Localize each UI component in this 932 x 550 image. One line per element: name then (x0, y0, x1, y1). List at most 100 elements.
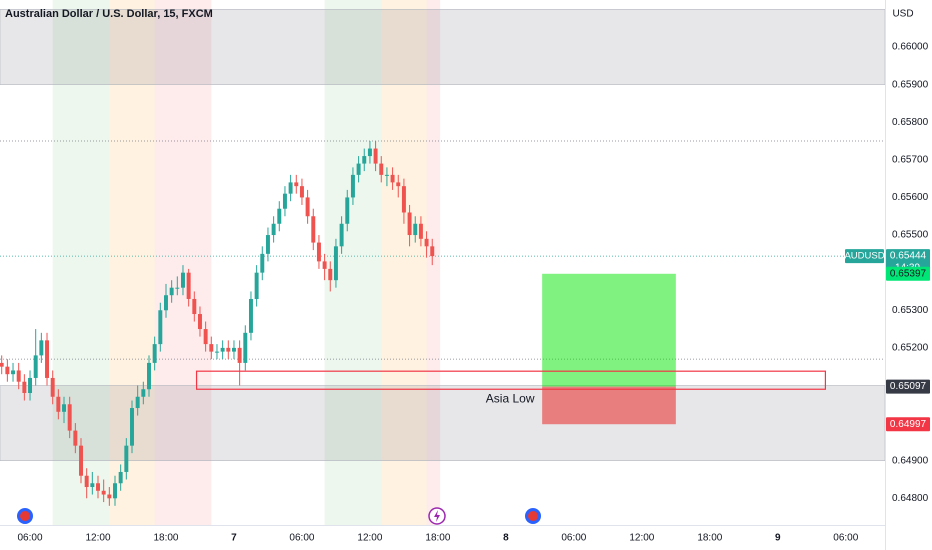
symbol-label: AUDUSD (844, 251, 884, 262)
x-tick-label: 06:00 (561, 533, 586, 544)
target-zone (542, 273, 676, 387)
candle-body (56, 396, 61, 412)
candle-body (152, 344, 157, 363)
x-tick-label: 9 (775, 533, 781, 544)
candle-body (90, 483, 95, 488)
candle-body (424, 238, 429, 247)
candle-body (339, 223, 344, 247)
candle-body (407, 212, 412, 236)
price-badge-label: 0.64997 (890, 419, 927, 430)
candle-body (113, 483, 117, 499)
x-tick-label: 12:00 (85, 533, 110, 544)
candle-body (333, 246, 338, 281)
annotation: Asia Low (486, 391, 535, 405)
candle-body (265, 235, 270, 254)
candle-body (345, 197, 350, 224)
candle-body (226, 347, 231, 352)
y-tick-label: 0.65600 (892, 192, 929, 203)
candle-body (107, 494, 112, 499)
candle-body (413, 223, 418, 236)
event-icon (17, 507, 541, 525)
candle-body (22, 381, 27, 393)
candle-body (130, 408, 134, 446)
price-badge-label: 0.65397 (890, 268, 927, 279)
price-badge-label: 0.65097 (890, 381, 927, 392)
stop-zone (542, 386, 676, 425)
candle-body (5, 366, 10, 375)
y-tick-label: 0.65900 (892, 79, 929, 90)
candle-body (203, 329, 208, 345)
candle-body (288, 182, 293, 194)
x-tick-label: 7 (231, 533, 237, 544)
candle-body (11, 370, 16, 375)
candle-body (141, 389, 146, 397)
candle-body (169, 287, 174, 296)
currency: USD (892, 9, 913, 20)
x-tick-label: 18:00 (153, 533, 178, 544)
candle-body (39, 340, 44, 356)
candle-body (214, 351, 219, 353)
candle-body (124, 445, 129, 472)
y-tick-label: 0.65500 (892, 230, 929, 241)
x-tick-label: 06:00 (18, 533, 43, 544)
candle-body (118, 471, 123, 484)
candle-body (248, 298, 253, 333)
candle-body (197, 314, 202, 330)
candle-body (135, 396, 140, 409)
candle-body (50, 377, 55, 397)
candle-body (356, 163, 361, 175)
x-tick-label: 06:00 (289, 533, 314, 544)
candle-body (282, 193, 287, 209)
session-band (154, 0, 212, 525)
y-tick-label: 0.65800 (892, 117, 929, 128)
price-badge (886, 417, 930, 432)
candle-body (379, 163, 384, 175)
y-tick-label: 0.65200 (892, 343, 929, 354)
candle-body (175, 287, 180, 289)
candle-body (277, 208, 282, 224)
layer: 0.64800 0.64900 0.65200 0.65300 0.65500 0.656… (18, 42, 930, 544)
price-badge-label: 0.65444 (890, 251, 927, 262)
candle-body (311, 216, 316, 243)
candle-body (209, 344, 214, 352)
candle-body (62, 404, 66, 412)
x-tick-label: 12:00 (357, 533, 382, 544)
candle-body (254, 272, 259, 299)
price-badge (886, 266, 930, 281)
candle-body (192, 298, 197, 315)
candle-body (101, 490, 106, 495)
candle-body (16, 370, 21, 382)
candle-body (84, 475, 89, 488)
candle-body (316, 242, 321, 262)
symbol-badge (845, 249, 884, 264)
x-tick-label: 06:00 (833, 533, 858, 544)
y-tick-label: 0.65300 (892, 305, 929, 316)
x-tick-label: 12:00 (629, 533, 654, 544)
candle-body (231, 347, 236, 352)
candle-body (396, 182, 401, 187)
zone (0, 9, 886, 85)
session-band (381, 0, 427, 525)
y-tick-label: 0.66000 (892, 42, 929, 53)
candle-body (350, 174, 355, 198)
y-tick-label: 0.64900 (892, 455, 929, 466)
candle-body (186, 272, 191, 299)
x-tick-label: 8 (503, 533, 509, 544)
candle-body (373, 148, 378, 164)
price-badge (886, 379, 930, 394)
candle-body (430, 246, 435, 257)
candle-body (305, 197, 310, 217)
candle-body (67, 404, 72, 431)
layer (0, 141, 435, 506)
candle-body (180, 272, 185, 288)
candle-body (79, 445, 83, 476)
candle-body (220, 347, 225, 352)
candle-body (322, 261, 327, 269)
x-tick-label: 18:00 (425, 533, 450, 544)
candle-body (0, 362, 4, 367)
chart-title: Australian Dollar / U.S. Dollar, 15, FXC… (5, 8, 213, 20)
candle-body (96, 483, 100, 491)
candle-body (362, 156, 367, 164)
